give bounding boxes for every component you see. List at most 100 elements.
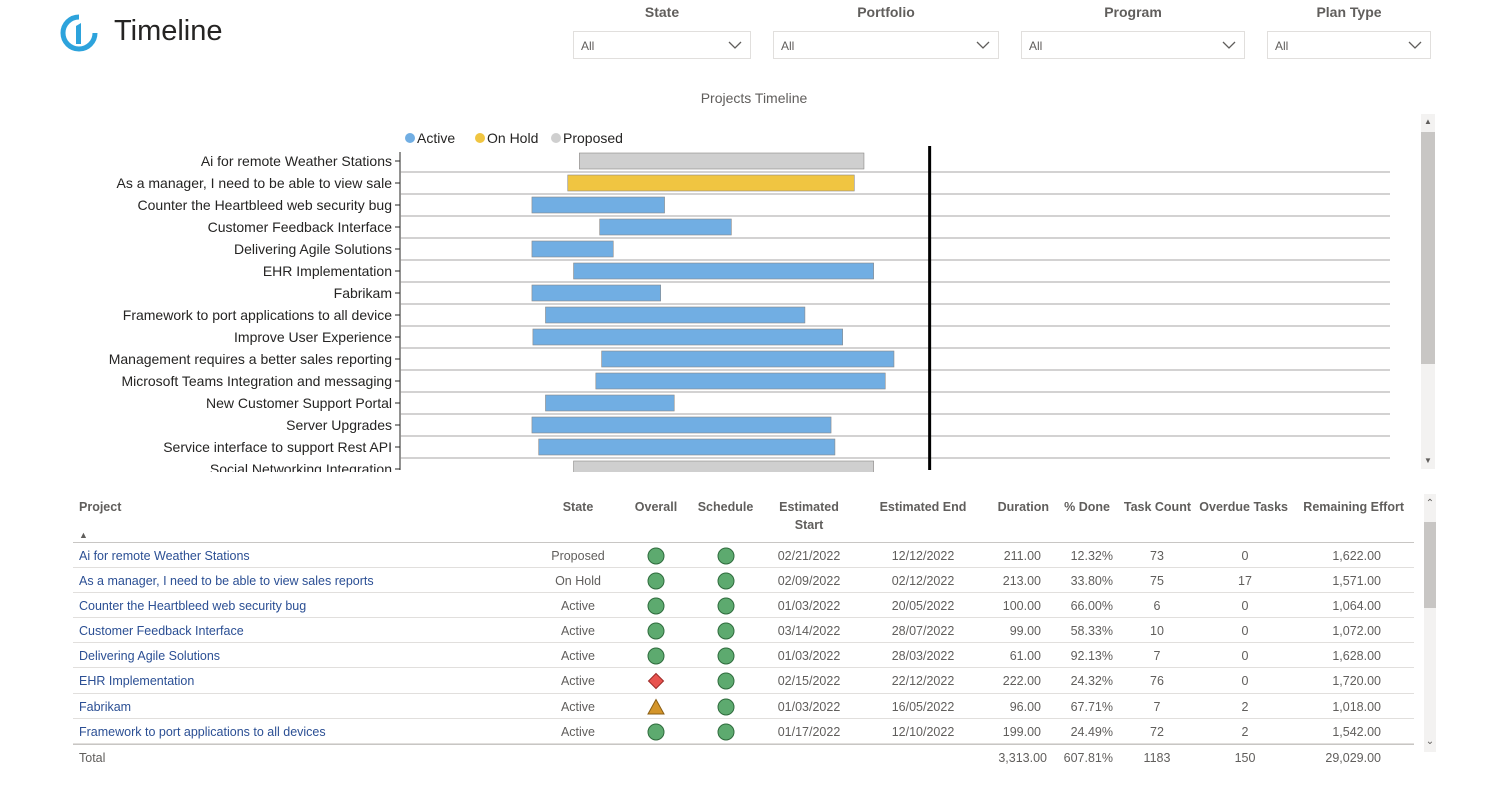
total-overdue-tasks: 150: [1234, 750, 1256, 765]
y-tick-label: Social Networking Integration: [210, 461, 392, 472]
cell-overdue-tasks: 0: [1241, 649, 1249, 664]
table-total-row: Total 3,313.00 607.81% 1183 150 29,029.0…: [73, 743, 1414, 768]
table-scrollbar-thumb[interactable]: [1424, 522, 1436, 608]
cell-estimated-end: 12/12/2022: [891, 549, 955, 563]
portfolio-dropdown[interactable]: All: [773, 31, 999, 59]
col-duration[interactable]: Duration: [997, 500, 1049, 514]
overall-amber-triangle-icon: [647, 698, 665, 715]
cell-estimated-start: 02/09/2022: [777, 574, 841, 589]
table-row[interactable]: Framework to port applications to all de…: [73, 719, 1414, 744]
cell-estimated-end: 16/05/2022: [891, 699, 955, 714]
cell-estimated-start: 03/14/2022: [777, 624, 841, 639]
table-header: Project ▲ State Overall Schedule Estimat…: [73, 492, 1414, 543]
scroll-up-icon[interactable]: ⌃: [1425, 498, 1435, 509]
schedule-green-circle-icon: [717, 647, 735, 665]
cell-project[interactable]: As a manager, I need to be able to view …: [79, 574, 374, 589]
timeline-bar: [532, 328, 843, 346]
cell-duration: 96.00: [1009, 699, 1041, 714]
chart-scrollbar-thumb[interactable]: [1421, 132, 1435, 364]
filter-program: Program All: [1021, 2, 1245, 59]
cell-task-count: 6: [1153, 599, 1161, 614]
cell-task-count: 75: [1150, 574, 1164, 589]
col-task-count[interactable]: Task Count: [1123, 500, 1191, 514]
scroll-down-icon[interactable]: ▼: [1424, 456, 1432, 465]
table-row[interactable]: Counter the Heartbleed web security bug A…: [73, 593, 1414, 619]
sort-ascending-icon[interactable]: ▲: [79, 530, 88, 540]
cell-overdue-tasks: 0: [1241, 599, 1249, 614]
cell-project[interactable]: Framework to port applications to all de…: [79, 724, 326, 739]
app-logo-icon: [60, 14, 98, 52]
program-dropdown[interactable]: All: [1021, 31, 1245, 59]
col-estimated-start[interactable]: Estimated Start: [769, 498, 849, 534]
cell-percent-done: 12.32%: [1070, 549, 1113, 563]
col-overdue-tasks[interactable]: Overdue Tasks: [1199, 500, 1288, 514]
cell-remaining-effort: 1,571.00: [1332, 574, 1381, 589]
table-body: Ai for remote Weather Stations Proposed 02…: [73, 543, 1414, 744]
cell-duration: 61.00: [1009, 649, 1041, 664]
table-row[interactable]: EHR Implementation Active 02/15/2022 22/12/…: [73, 668, 1414, 694]
total-label: Total: [79, 750, 106, 765]
projects-timeline-chart: Active On Hold Proposed Ai for remote Weath…: [109, 130, 1390, 472]
timeline-bar: [538, 438, 836, 456]
cell-task-count: 76: [1150, 674, 1164, 689]
schedule-green-circle-icon: [717, 572, 735, 590]
table-scrollbar[interactable]: ⌃ ⌄: [1424, 494, 1436, 752]
cell-estimated-end: 12/10/2022: [891, 724, 955, 739]
cell-state: Active: [560, 624, 596, 639]
timeline-bar: [567, 174, 855, 192]
schedule-green-circle-icon: [717, 672, 735, 690]
legend-label: Active: [417, 130, 455, 146]
cell-percent-done: 24.32%: [1070, 674, 1113, 689]
col-estimated-start-line1: Estimated: [779, 500, 839, 514]
col-project[interactable]: Project: [79, 500, 122, 514]
col-state[interactable]: State: [562, 500, 594, 514]
filter-portfolio-label: Portfolio: [857, 4, 915, 20]
y-tick-label: Server Upgrades: [286, 417, 392, 433]
legend-marker: [551, 133, 561, 143]
state-dropdown[interactable]: All: [573, 31, 751, 59]
cell-project[interactable]: Counter the Heartbleed web security bug: [79, 599, 307, 614]
col-estimated-end[interactable]: Estimated End: [879, 500, 967, 514]
y-tick-label: Service interface to support Rest API: [163, 439, 392, 455]
timeline-bar: [531, 240, 614, 258]
y-tick-label: As a manager, I need to be able to view …: [116, 175, 392, 191]
cell-task-count: 73: [1150, 549, 1164, 563]
cell-project[interactable]: Ai for remote Weather Stations: [79, 549, 250, 563]
cell-project[interactable]: Delivering Agile Solutions: [79, 649, 221, 664]
table-row[interactable]: Fabrikam Active 01/03/2022 16/05/2022 96.00 6…: [73, 694, 1414, 719]
cell-estimated-end: 28/07/2022: [891, 624, 955, 639]
col-estimated-start-line2: Start: [794, 518, 824, 532]
cell-project[interactable]: Fabrikam: [79, 699, 132, 714]
legend-marker: [405, 133, 415, 143]
overall-green-circle-icon: [647, 572, 665, 590]
cell-project[interactable]: EHR Implementation: [79, 674, 195, 689]
projects-table: Project ▲ State Overall Schedule Estimat…: [73, 492, 1414, 768]
cell-estimated-end: 22/12/2022: [891, 674, 955, 689]
filter-state: State All: [573, 2, 751, 59]
cell-project[interactable]: Customer Feedback Interface: [79, 624, 244, 639]
y-tick-label: Counter the Heartbleed web security bug: [138, 197, 392, 213]
scroll-up-icon[interactable]: ▲: [1424, 117, 1432, 126]
total-percent-done: 607.81%: [1063, 750, 1113, 765]
chevron-down-icon: [976, 41, 990, 49]
table-row[interactable]: As a manager, I need to be able to view …: [73, 568, 1414, 594]
chart-scrollbar[interactable]: ▲ ▼: [1421, 114, 1435, 469]
y-tick-label: Management requires a better sales repor…: [109, 351, 392, 367]
overall-green-circle-icon: [647, 723, 665, 741]
plan-type-dropdown[interactable]: All: [1267, 31, 1431, 59]
table-row[interactable]: Delivering Agile Solutions Active 01/03/20…: [73, 643, 1414, 669]
col-overall[interactable]: Overall: [634, 500, 678, 514]
col-percent-done[interactable]: % Done: [1064, 500, 1110, 514]
cell-task-count: 7: [1153, 699, 1161, 714]
schedule-green-circle-icon: [717, 547, 735, 565]
cell-state: Active: [560, 699, 596, 714]
scroll-down-icon[interactable]: ⌄: [1425, 736, 1435, 747]
table-row[interactable]: Ai for remote Weather Stations Proposed 02…: [73, 543, 1414, 569]
table-row[interactable]: Customer Feedback Interface Active 03/14/2…: [73, 618, 1414, 644]
cell-remaining-effort: 1,018.00: [1332, 699, 1381, 714]
cell-overdue-tasks: 0: [1241, 674, 1249, 689]
col-schedule[interactable]: Schedule: [697, 500, 754, 514]
col-remaining-effort[interactable]: Remaining Effort: [1303, 500, 1404, 514]
y-tick-label: Fabrikam: [334, 285, 392, 301]
cell-task-count: 72: [1150, 724, 1164, 739]
